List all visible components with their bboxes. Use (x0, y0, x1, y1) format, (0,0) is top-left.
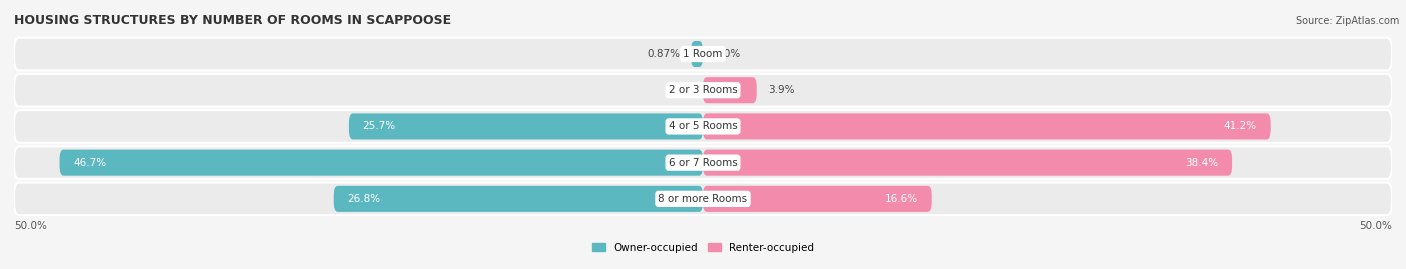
Text: Source: ZipAtlas.com: Source: ZipAtlas.com (1295, 16, 1399, 26)
Text: 50.0%: 50.0% (1360, 221, 1392, 231)
FancyBboxPatch shape (14, 183, 1392, 215)
FancyBboxPatch shape (703, 77, 756, 103)
Text: 0.87%: 0.87% (647, 49, 681, 59)
Text: 6 or 7 Rooms: 6 or 7 Rooms (669, 158, 737, 168)
Text: 26.8%: 26.8% (347, 194, 381, 204)
Text: HOUSING STRUCTURES BY NUMBER OF ROOMS IN SCAPPOOSE: HOUSING STRUCTURES BY NUMBER OF ROOMS IN… (14, 14, 451, 27)
Text: 4 or 5 Rooms: 4 or 5 Rooms (669, 121, 737, 132)
Text: 16.6%: 16.6% (884, 194, 918, 204)
Legend: Owner-occupied, Renter-occupied: Owner-occupied, Renter-occupied (588, 238, 818, 257)
FancyBboxPatch shape (690, 41, 703, 67)
Text: 38.4%: 38.4% (1185, 158, 1219, 168)
FancyBboxPatch shape (703, 150, 1232, 176)
Text: 0.0%: 0.0% (714, 49, 741, 59)
FancyBboxPatch shape (703, 186, 932, 212)
FancyBboxPatch shape (703, 114, 1271, 139)
Text: 1 Room: 1 Room (683, 49, 723, 59)
Text: 46.7%: 46.7% (73, 158, 107, 168)
FancyBboxPatch shape (14, 110, 1392, 143)
Text: 2 or 3 Rooms: 2 or 3 Rooms (669, 85, 737, 95)
Text: 3.9%: 3.9% (768, 85, 794, 95)
FancyBboxPatch shape (333, 186, 703, 212)
Text: 41.2%: 41.2% (1223, 121, 1257, 132)
FancyBboxPatch shape (59, 150, 703, 176)
FancyBboxPatch shape (14, 74, 1392, 107)
Text: 50.0%: 50.0% (14, 221, 46, 231)
FancyBboxPatch shape (14, 38, 1392, 70)
Text: 25.7%: 25.7% (363, 121, 395, 132)
Text: 8 or more Rooms: 8 or more Rooms (658, 194, 748, 204)
FancyBboxPatch shape (14, 146, 1392, 179)
FancyBboxPatch shape (349, 114, 703, 139)
Text: 0.0%: 0.0% (665, 85, 692, 95)
